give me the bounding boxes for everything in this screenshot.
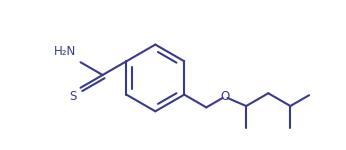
Text: S: S	[69, 90, 76, 103]
Text: O: O	[220, 90, 230, 103]
Text: H₂N: H₂N	[54, 45, 76, 58]
